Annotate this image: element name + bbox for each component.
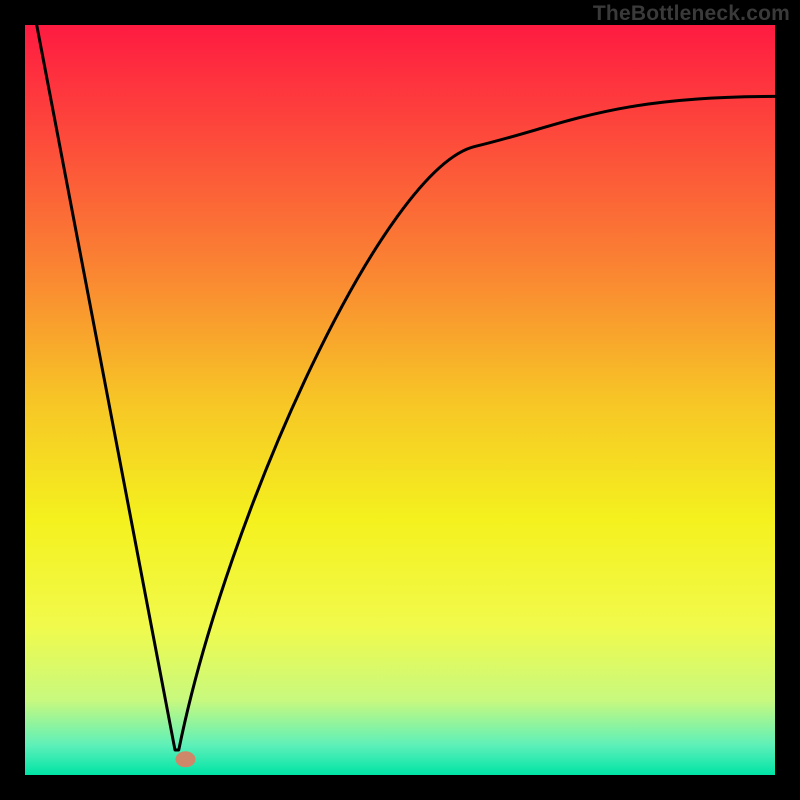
chart-border-overlay [775,0,800,800]
chart-border-overlay [0,0,25,800]
optimal-marker [176,751,196,767]
bottleneck-chart [0,0,800,800]
chart-container: TheBottleneck.com [0,0,800,800]
plot-area [25,25,775,775]
watermark: TheBottleneck.com [593,2,790,26]
chart-border-overlay [0,775,800,800]
